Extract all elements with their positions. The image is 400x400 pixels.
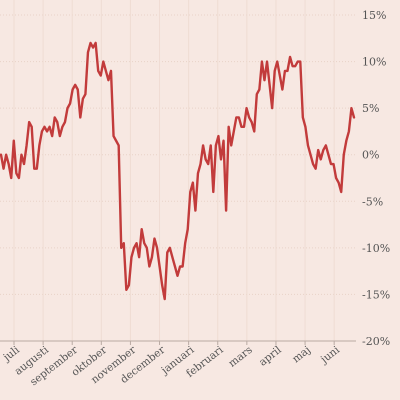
y-tick-label: -20% <box>362 335 390 348</box>
x-tick-label: april <box>257 344 284 369</box>
x-axis-ticks: juliaugustiseptemberoktobernovemberdecem… <box>0 341 343 388</box>
x-tick-label: mars <box>226 344 254 370</box>
y-axis-ticks: 15% 10% 5% 0% -5% -10% -15% -20% <box>362 9 390 348</box>
chart-grid <box>0 0 356 342</box>
x-tick-label: maj <box>290 344 313 365</box>
y-tick-label: -5% <box>362 195 383 208</box>
x-tick-label: juni <box>317 344 342 367</box>
x-tick-label: juli <box>0 344 22 365</box>
y-tick-label: 15% <box>362 9 386 22</box>
y-tick-label: 5% <box>362 102 379 115</box>
y-tick-label: 0% <box>362 149 379 162</box>
y-tick-label: -15% <box>362 288 390 301</box>
series-line <box>0 41 356 301</box>
y-tick-label: -10% <box>362 242 390 255</box>
y-tick-label: 10% <box>362 56 386 69</box>
